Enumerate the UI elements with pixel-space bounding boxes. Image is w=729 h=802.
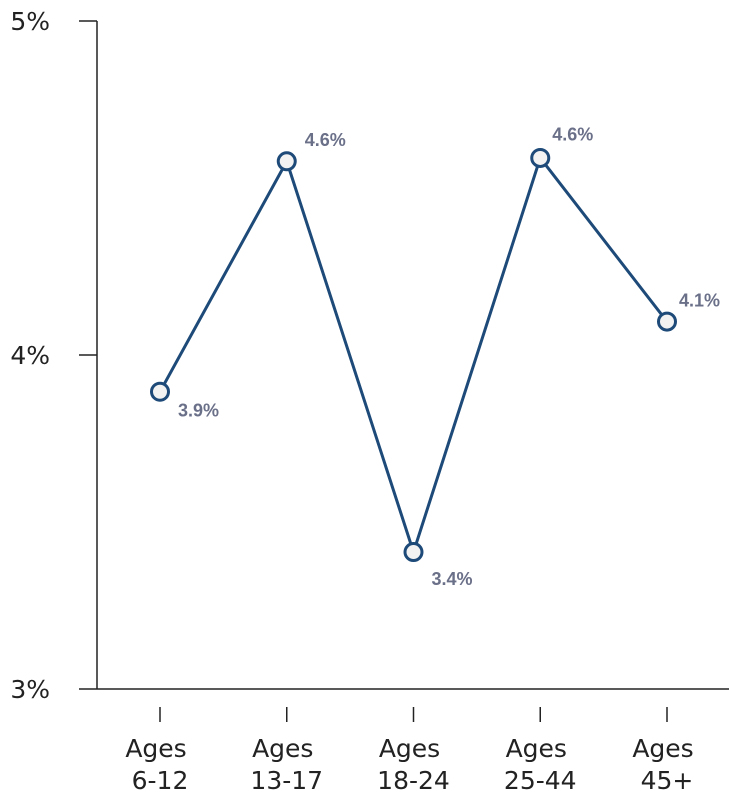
data-label: 3.9% bbox=[178, 400, 219, 420]
x-tick-label: Ages 18-24 bbox=[377, 734, 450, 795]
x-tick-label-line: 13-17 bbox=[250, 766, 323, 795]
x-tick-label-line: Ages bbox=[125, 734, 194, 763]
x-tick-label-line: Ages bbox=[252, 734, 321, 763]
data-label: 4.1% bbox=[679, 290, 720, 310]
x-tick-label-line: 25-44 bbox=[504, 766, 577, 795]
x-tick-label-line: Ages bbox=[379, 734, 448, 763]
y-tick-label: 5% bbox=[10, 7, 50, 36]
y-tick-label: 4% bbox=[10, 341, 50, 370]
x-tick-label: Ages 6-12 bbox=[125, 734, 194, 795]
x-tick-label-line: Ages bbox=[632, 734, 701, 763]
x-tick-label: Ages 25-44 bbox=[504, 734, 577, 795]
x-tick-label-line: Ages bbox=[506, 734, 575, 763]
x-tick-label-line: 6-12 bbox=[132, 766, 189, 795]
data-label: 4.6% bbox=[305, 130, 346, 150]
line bbox=[158, 154, 669, 557]
marker bbox=[530, 147, 551, 168]
x-tick-label: Ages 45+ bbox=[632, 734, 701, 795]
y-tick-label: 3% bbox=[10, 675, 50, 704]
marker bbox=[276, 151, 297, 172]
marker bbox=[657, 311, 677, 332]
data-label: 4.6% bbox=[552, 125, 593, 145]
x-tick-label-line: 45+ bbox=[641, 766, 694, 795]
x-tick-label: Ages 13-17 bbox=[250, 734, 323, 795]
data-label: 3.4% bbox=[432, 569, 473, 589]
x-tick-label-line: 18-24 bbox=[377, 766, 450, 795]
marker bbox=[403, 542, 424, 563]
marker bbox=[150, 381, 170, 402]
